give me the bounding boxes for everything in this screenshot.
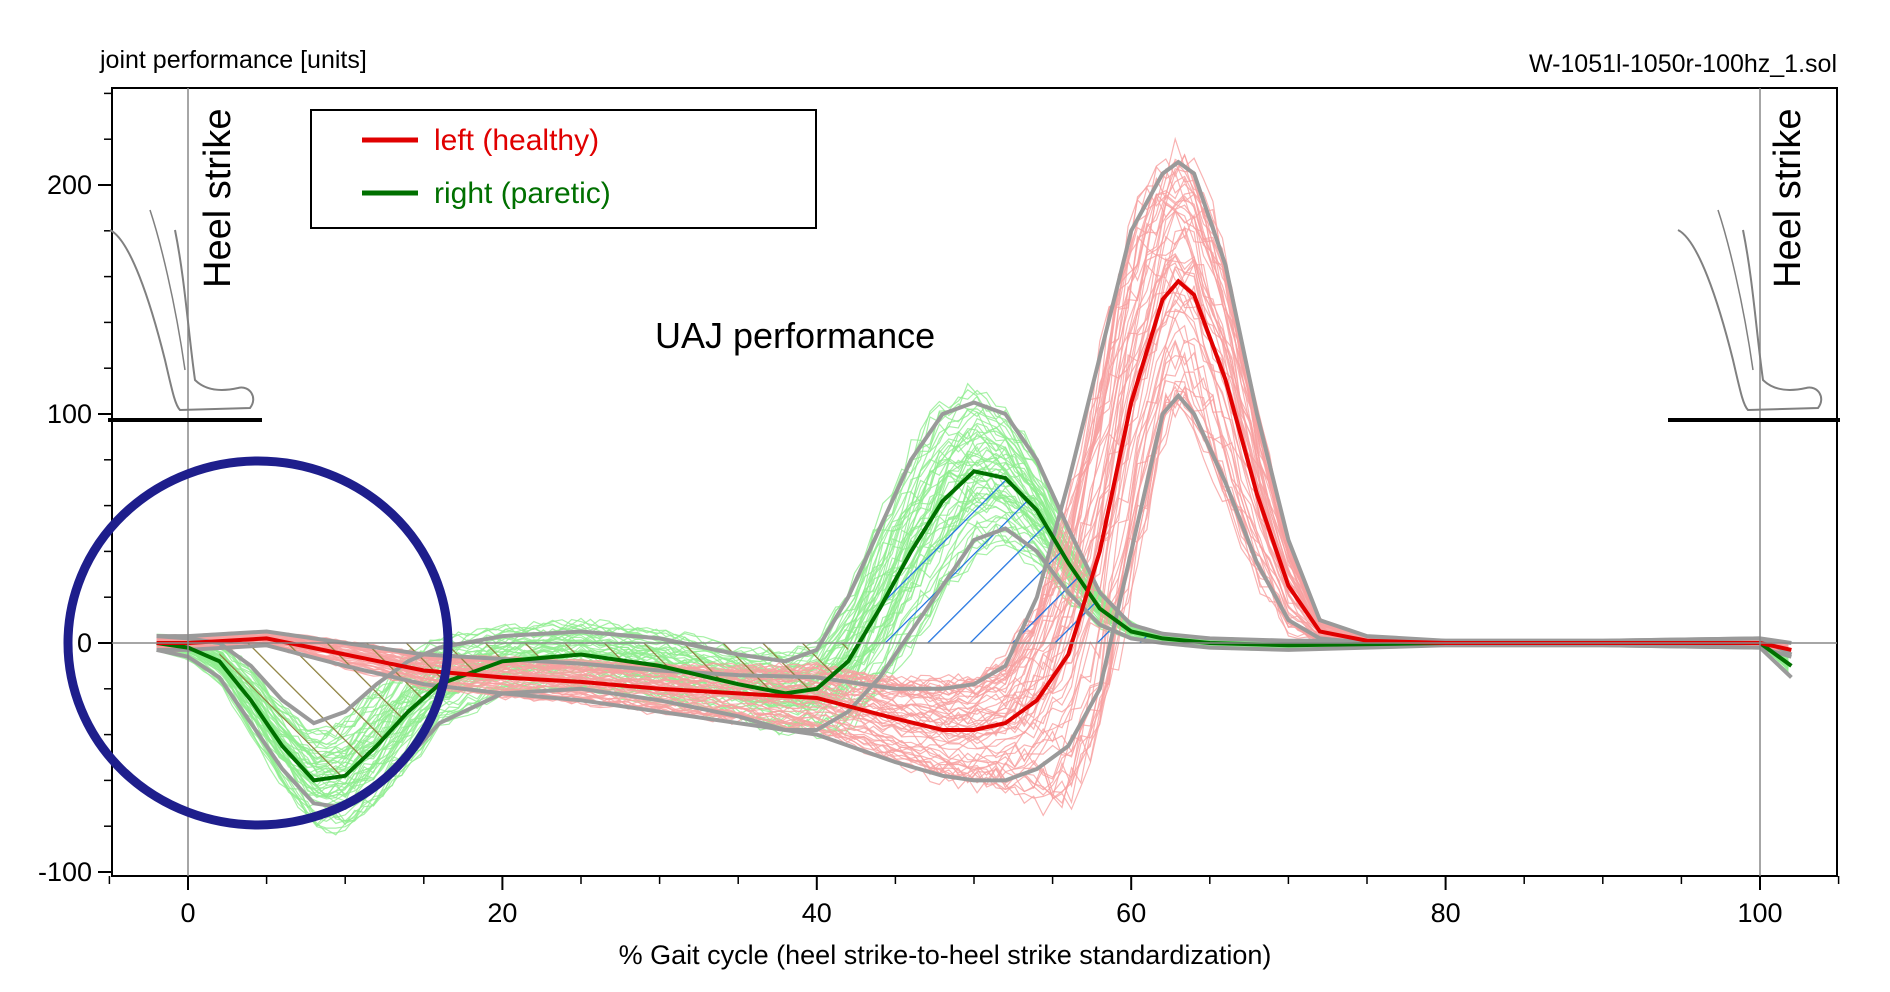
heel-strike-right-label: Heel strike <box>1767 109 1809 289</box>
y-axis-title: joint performance [units] <box>99 46 367 74</box>
right-mean-line <box>156 469 1793 783</box>
file-name: W-1051l-1050r-100hz_1.sol <box>1529 50 1837 78</box>
foot-left-icon <box>108 209 262 422</box>
x-axis-label: % Gait cycle (heel strike-to-heel strike… <box>619 940 1272 970</box>
x-tick-label: 100 <box>1737 898 1782 928</box>
x-tick-label: 80 <box>1431 898 1461 928</box>
x-tick-label: 20 <box>487 898 517 928</box>
y-tick-label: -100 <box>38 857 92 887</box>
foot-right-icon <box>1668 209 1840 422</box>
hatched-regions <box>219 471 1147 781</box>
right-sd-lower-line <box>156 526 1793 810</box>
y-tick-label: 100 <box>47 399 92 429</box>
x-tick-label: 0 <box>180 898 195 928</box>
left-sd-lower-line <box>156 392 1792 783</box>
reference-lines <box>112 88 1837 876</box>
legend: left (healthy) right (paretic) <box>310 109 817 229</box>
right-sd-upper-line <box>156 400 1793 726</box>
y-tick-label: 200 <box>47 170 92 200</box>
y-tick-label: 0 <box>77 628 92 658</box>
legend-right-label: right (paretic) <box>434 177 611 210</box>
axes: 0 20 40 60 80 100 -100 0 100 200 <box>38 92 1840 928</box>
hatched-region-2 <box>848 471 1147 643</box>
uaj-performance-label: UAJ performance <box>655 315 935 356</box>
left-mean-line <box>156 278 1792 732</box>
hatched-region-1 <box>219 643 849 781</box>
x-tick-label: 40 <box>802 898 832 928</box>
heel-strike-left-label: Heel strike <box>197 109 239 289</box>
legend-left-label: left (healthy) <box>434 124 599 157</box>
x-tick-label: 60 <box>1116 898 1146 928</box>
highlight-circle <box>63 456 453 830</box>
series-lines <box>156 159 1793 810</box>
